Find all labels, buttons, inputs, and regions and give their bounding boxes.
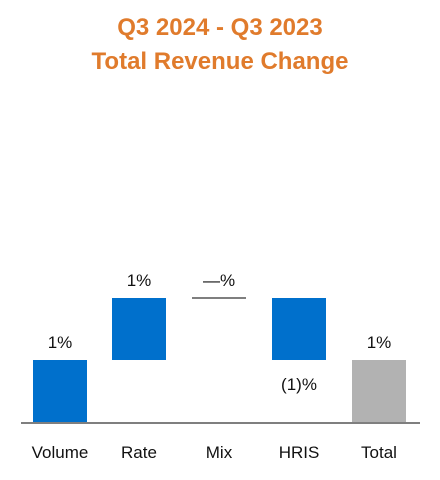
data-label-mix: —% bbox=[203, 271, 235, 290]
bar-volume bbox=[33, 360, 87, 422]
x-tick-label-mix: Mix bbox=[206, 443, 233, 462]
chart-title-line-1: Q3 2024 - Q3 2023 bbox=[117, 14, 323, 41]
data-label-volume: 1% bbox=[48, 333, 73, 352]
x-tick-label-total: Total bbox=[361, 443, 397, 462]
data-label-hris: (1)% bbox=[281, 375, 317, 394]
x-tick-label-volume: Volume bbox=[32, 443, 89, 462]
data-label-total: 1% bbox=[367, 333, 392, 352]
x-tick-label-rate: Rate bbox=[121, 443, 157, 462]
bar-hris bbox=[272, 298, 326, 360]
bar-total bbox=[352, 360, 406, 422]
bar-rate bbox=[112, 298, 166, 360]
data-label-rate: 1% bbox=[127, 271, 152, 290]
chart-title-line-2: Total Revenue Change bbox=[91, 48, 349, 75]
x-tick-label-hris: HRIS bbox=[279, 443, 320, 462]
